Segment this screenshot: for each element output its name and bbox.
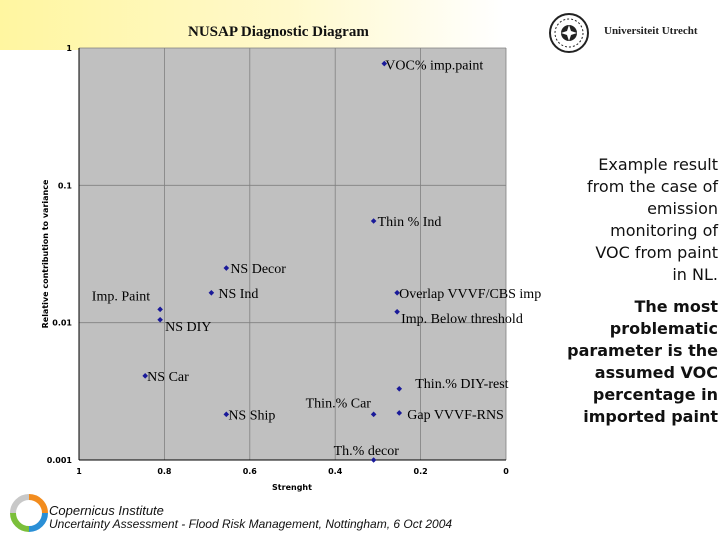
page-title: NUSAP Diagnostic Diagram [188,24,369,40]
university-seal-icon [549,13,589,53]
conclusion-text: The most problematic parameter is the as… [538,296,718,428]
data-point [157,316,163,323]
x-tick-label: 1 [76,467,82,476]
side-line: from the case of [587,177,718,196]
header-band [0,0,720,50]
plot-area [79,48,506,460]
point-label: Thin.% DIY-rest [415,377,508,392]
side-line: The most [634,297,718,316]
data-point [370,411,377,418]
side-line: percentage in [592,385,718,404]
example-description: Example result from the case of emission… [538,154,718,286]
axes [78,48,506,461]
side-line: imported paint [583,407,718,426]
y-tick-label: 0.001 [47,456,73,465]
point-labels: VOC% imp.paint Thin % Ind NS Decor NS Ind Im… [92,59,541,459]
data-point [396,410,403,416]
data-point [370,218,377,224]
x-tick-label: 0.4 [328,467,343,476]
footer-subtitle: Uncertainty Assessment - Flood Risk Mana… [49,517,453,531]
data-point [157,306,163,313]
y-tick-label: 0.1 [58,181,73,190]
data-point [208,289,215,296]
side-line: monitoring of [610,221,718,240]
side-line: VOC from paint [595,243,718,262]
point-label: NS Ind [218,287,258,302]
point-label: Thin.% Car [306,396,372,411]
footer-organization: Copernicus Institute [49,503,164,518]
data-point [370,457,377,463]
data-point [396,385,403,392]
point-label: Imp. Below threshold [401,312,523,327]
data-point [223,411,230,418]
y-tick-label: 1 [66,44,72,53]
x-tick-label: 0.2 [414,467,428,476]
x-tick-label: 0 [503,467,509,476]
point-label: NS Decor [230,262,286,277]
side-line: parameter is the [567,341,718,360]
point-label: Thin % Ind [378,215,442,230]
point-label: Gap VVVF-RNS [407,408,504,423]
side-line: Example result [598,155,718,174]
y-tick-label: 0.01 [52,319,72,328]
y-axis-label: Relative contribution to variance [41,179,50,328]
x-tick-label: 0.6 [243,467,258,476]
point-label: NS DIY [165,320,211,335]
data-point [394,308,400,315]
point-label: VOC% imp.paint [385,59,483,74]
side-line: emission [647,199,718,218]
side-line: problematic [609,319,718,338]
data-point [223,265,230,271]
x-tick-label: 0.8 [157,467,172,476]
point-label: NS Car [147,370,189,385]
copernicus-logo-icon [10,494,48,532]
x-axis-label: Strenght [272,483,312,492]
point-label: Imp. Paint [92,289,150,304]
point-label: Th.% decor [334,444,400,459]
university-name: Universiteit Utrecht [604,25,698,37]
side-line: assumed VOC [594,363,718,382]
tick-labels: 1 0.8 0.6 0.4 0.2 0 1 0.1 0.01 0.001 [47,44,510,476]
point-label: Overlap VVVF/CBS imp [399,287,541,302]
data-point [381,60,388,67]
side-line: in NL. [672,265,718,284]
data-point [142,373,148,379]
university-logo: Universiteit Utrecht [548,12,718,54]
data-point [394,289,400,296]
data-points [142,60,403,463]
point-label: NS Ship [228,408,275,423]
